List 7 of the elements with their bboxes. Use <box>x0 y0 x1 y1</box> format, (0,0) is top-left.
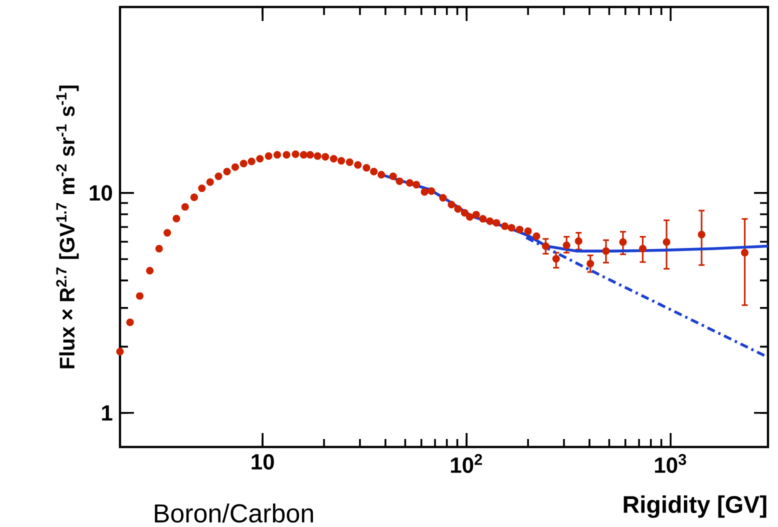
x-axis-title: Rigidity [GV] <box>624 495 766 518</box>
x-tick-label: 10 <box>252 454 274 470</box>
y-tick-label: 1 <box>102 405 112 420</box>
x-tick-label: 10$^{2}$ <box>450 454 482 473</box>
text: Boron/Carbon <box>154 503 313 523</box>
x-tick-label: 10$^{3}$ <box>655 454 686 473</box>
text: Flux × R$^{2.7}$ [GV$^{1.7}$ m$^{-2}$ sr$^{-1}$ s$^{-1}$] <box>56 86 79 368</box>
